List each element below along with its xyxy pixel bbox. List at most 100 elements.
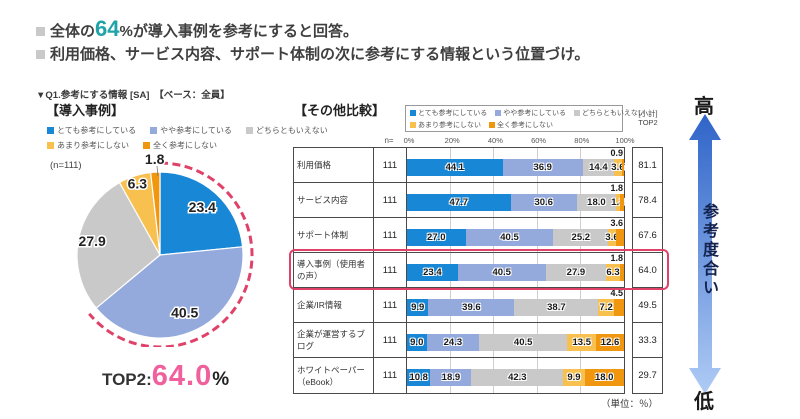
legend-swatch-icon: [410, 121, 416, 128]
bar-table: 利用価格 111 0.9 44.1 36.9 14.4 3.6 サービス内容 111 1.8 47.…: [293, 147, 625, 394]
legend-label: あまり参考にしない: [418, 121, 481, 129]
n-column-header: n=: [384, 136, 394, 145]
top2-cell: 29.7: [638, 370, 657, 381]
bar-segment: 23.4: [407, 264, 458, 281]
bar-value-label: 27.0: [427, 232, 446, 243]
legend-swatch-icon: [495, 109, 502, 116]
bar-segment: 12.6: [596, 334, 624, 351]
bar-segment: 27.9: [545, 264, 607, 281]
pie-slice: [149, 171, 161, 256]
x-axis-ticks: 0% 20% 40% 60% 80% 100%: [404, 136, 635, 145]
bar-segment: 9.9: [563, 369, 585, 386]
top2-header-line1: [小計]: [638, 109, 658, 118]
axis-tick-label: 60%: [531, 136, 547, 145]
legend-item: やや参考にしている: [150, 125, 232, 136]
top2-cell: 78.4: [633, 183, 662, 218]
bar-segment: 30.6: [510, 194, 577, 211]
bar-value-label: 23.4: [423, 267, 442, 278]
row-label: 導入事例（使用者の声）: [294, 253, 374, 287]
legend-item: 全く参考にしない: [143, 140, 217, 151]
legend-label: 全く参考にしない: [153, 141, 217, 150]
top2-cell: 49.5: [633, 288, 662, 323]
legend-label: どちらともいえない: [582, 109, 645, 117]
bar-value-label: 9.0: [410, 337, 424, 348]
bar-value-label: 9.9: [411, 302, 425, 313]
legend-swatch-icon: [489, 121, 495, 128]
legend-swatch-icon: [245, 127, 253, 134]
pie-slice: [159, 171, 244, 256]
bar-value-label: 6.3: [606, 267, 620, 278]
legend-label: どちらともいえない: [255, 126, 328, 135]
row-label: ホワイトペーパー（eBook）: [294, 358, 374, 393]
bar-segment: 14.4: [582, 159, 614, 176]
legend-item: どちらともいえない: [245, 125, 328, 136]
legend-swatch-icon: [47, 127, 54, 134]
row-n-value: 111: [374, 323, 407, 357]
bar-segment: 9.0: [407, 334, 427, 351]
pie-value-label: 27.9: [79, 233, 106, 249]
bar-value-label: 14.4: [589, 162, 608, 173]
bar-value-label-above: 1.8: [610, 183, 623, 193]
bar-value-label-above: 1.8: [610, 253, 623, 263]
table-row: 企業/IR情報 111 4.5 9.9 39.6 38.7 7.2: [294, 288, 624, 323]
table-row: ホワイトペーパー（eBook） 111 10.8 18.9 42.3 9.9 18.0: [294, 358, 624, 393]
top2-value: 64.0: [151, 360, 213, 392]
stacked-bar: 44.1 36.9 14.4 3.6: [407, 159, 625, 176]
top2-cell: 64.0: [633, 253, 662, 288]
bar-value-label: 44.1: [445, 162, 465, 173]
row-plot-area: 9.0 24.3 40.5 13.5 12.6: [407, 323, 624, 357]
bar-segment: 9.9: [407, 299, 429, 316]
legend-label: とても参考にしている: [418, 109, 488, 117]
bar-value-label: 47.7: [449, 197, 469, 208]
headline-1-pre: 全体の: [50, 23, 96, 40]
top2-column: 81.1 78.4 67.6 64.0 49.5 33.3 29.7: [632, 147, 663, 394]
headline-2-text: 利用価格、サービス内容、サポート体制の次に参考にする情報という位置づけ。: [50, 46, 590, 63]
axis-tick-label: 80%: [574, 136, 590, 145]
stacked-bar: 27.0 40.5 25.2 3.6: [407, 229, 624, 246]
headline-2: 利用価格、サービス内容、サポート体制の次に参考にする情報という位置づけ。: [36, 43, 589, 64]
row-label: 利用価格: [294, 148, 374, 182]
arrow-axis-label: 参考度合い: [700, 203, 717, 298]
top2-suffix: %: [212, 369, 230, 390]
row-n-value: 111: [374, 358, 407, 393]
legend-label: とても参考にしている: [57, 126, 137, 135]
legend-item: 全く参考にしない: [489, 120, 553, 130]
bar-segment: 7.2: [598, 299, 614, 316]
bar-value-label: 40.5: [513, 337, 533, 348]
bar-segment: 47.7: [407, 194, 511, 211]
legend-item: やや参考にしている: [495, 108, 566, 118]
bar-value-label: 18.0: [587, 197, 606, 208]
bar-segment: 1.8: [611, 194, 625, 211]
bar-segment: 13.5: [567, 334, 597, 351]
pie-slice: [76, 181, 161, 309]
bar-segment: 3.6: [605, 229, 619, 246]
legend-swatch-icon: [150, 127, 158, 134]
bar-value-label: 39.6: [462, 302, 481, 313]
bar-segment: 18.9: [430, 369, 472, 386]
pie-value-label: 1.8: [145, 151, 165, 167]
legend-swatch-icon: [410, 109, 416, 116]
pie-n-label: (n=111): [50, 160, 82, 171]
bar-segment: 40.5: [465, 229, 554, 246]
legend-item: あまり参考にしない: [410, 120, 481, 130]
pie-chart: 23.4 40.5 27.9 6.3 1.8: [76, 149, 254, 347]
stacked-bar: 47.7 30.6 18.0 1.8: [407, 194, 625, 211]
headline-1-post: %が導入事例を参考にすると回答。: [119, 23, 359, 40]
bar-segment: 25.2: [553, 229, 609, 246]
legend-item: とても参考にしている: [410, 108, 487, 118]
bar-value-label: 10.8: [409, 372, 428, 383]
row-plot-area: 0.9 44.1 36.9 14.4 3.6: [407, 148, 625, 182]
top2-dashed-arc: [88, 161, 254, 347]
table-row: 利用価格 111 0.9 44.1 36.9 14.4 3.6: [294, 148, 625, 183]
row-n-value: 111: [374, 288, 407, 322]
top2-prefix: TOP2:: [102, 370, 152, 389]
pie-legend: とても参考にしている やや参考にしている どちらともいえない あまり参考にしない 全く参…: [47, 123, 342, 153]
top2-column-header: [小計] TOP2: [626, 109, 670, 128]
axis-tick-label: 20%: [444, 136, 460, 145]
legend-swatch-icon: [143, 142, 150, 149]
row-plot-area: 4.5 9.9 39.6 38.7 7.2: [407, 288, 624, 322]
reference-degree-arrow: [689, 114, 721, 394]
axis-tick-label: 100%: [615, 136, 635, 145]
question-caption: ▼Q1.参考にする情報 [SA] 【ベース：全員】: [36, 90, 230, 101]
axis-tick-label: 40%: [487, 136, 503, 145]
